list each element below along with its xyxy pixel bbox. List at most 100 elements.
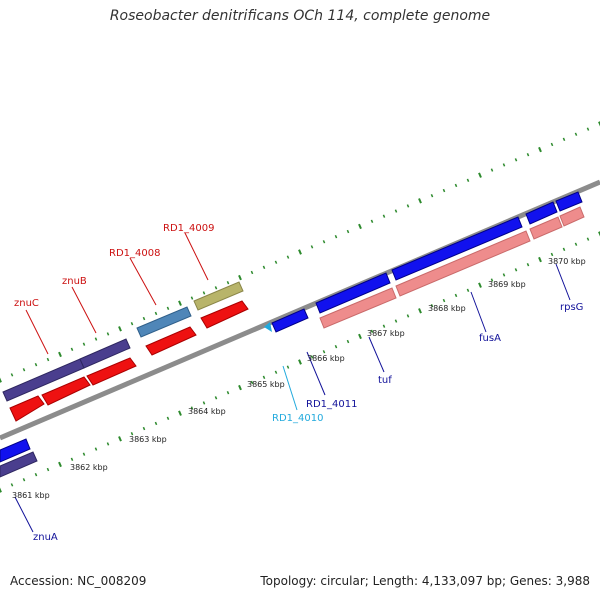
- ruler-tick-upper: [598, 121, 600, 127]
- gene-label-znuC[interactable]: znuC: [14, 298, 39, 309]
- ruler-tick-lower: [358, 333, 362, 340]
- cds-red-5[interactable]: [200, 300, 249, 329]
- cds-red-4[interactable]: [145, 326, 197, 356]
- ruler-tick-lower: [562, 247, 566, 252]
- ruler-tick-lower: [190, 406, 194, 410]
- ruler-tick-upper: [46, 357, 50, 362]
- gene-label-rd1-4011[interactable]: RD1_4011: [306, 399, 357, 410]
- cds-blue-tuf[interactable]: [315, 272, 391, 314]
- ruler-tick-upper: [34, 362, 38, 367]
- ruler-tick-upper: [322, 240, 326, 244]
- ruler-tick-lower: [22, 478, 26, 482]
- ruler-tick-lower: [238, 384, 242, 391]
- gene-label-rd1-4010[interactable]: RD1_4010: [272, 413, 323, 424]
- ruler-tick-upper: [586, 127, 590, 131]
- tick-label-3869: 3869 kbp: [488, 280, 526, 289]
- cds-red-2[interactable]: [41, 376, 91, 406]
- ruler-tick-lower: [466, 288, 470, 292]
- ruler-tick-lower: [490, 278, 494, 282]
- ruler-tick-upper: [298, 249, 302, 255]
- ruler-tick-lower: [538, 256, 542, 263]
- ruler-tick-upper: [10, 373, 14, 377]
- gene-label-fusA[interactable]: fusA: [479, 333, 501, 344]
- ruler-tick-lower: [406, 314, 410, 318]
- ruler-tick-upper: [166, 306, 170, 310]
- kbp-tick-labels: 3861 kbp 3862 kbp 3863 kbp 3864 kbp 3865…: [12, 257, 586, 500]
- tick-label-3870: 3870 kbp: [548, 257, 586, 266]
- ruler-tick-upper: [154, 311, 158, 316]
- ruler-tick-lower: [130, 432, 134, 436]
- ruler-tick-upper: [142, 316, 146, 321]
- ruler-tick-lower: [262, 375, 266, 380]
- ruler-tick-upper: [286, 255, 290, 259]
- gene-label-rpsG[interactable]: rpsG: [560, 302, 583, 313]
- ruler-tick-upper: [466, 178, 470, 182]
- ruler-tick-upper: [250, 270, 254, 275]
- cds-cyan-rd1-4010[interactable]: [264, 322, 272, 332]
- ruler-tick-upper: [526, 153, 530, 157]
- ruler-tick-lower: [442, 298, 446, 303]
- gene-label-znuA[interactable]: znuA: [33, 532, 58, 543]
- cds-red-1[interactable]: [9, 395, 45, 422]
- upper-dotted-ruler: [0, 121, 600, 383]
- gene-label-znuB[interactable]: znuB: [62, 276, 87, 287]
- ruler-tick-lower: [202, 401, 206, 405]
- salmon-block-2[interactable]: [395, 230, 531, 297]
- ruler-tick-upper: [562, 137, 566, 142]
- tick-label-3861: 3861 kbp: [12, 491, 50, 500]
- cds-blue-rpsG[interactable]: [525, 201, 558, 225]
- salmon-block-3[interactable]: [529, 216, 563, 240]
- gene-block-rd1-4009-khaki[interactable]: [193, 281, 244, 311]
- gene-label-rd1-4009[interactable]: RD1_4009: [163, 223, 214, 234]
- ruler-tick-upper: [274, 260, 278, 264]
- salmon-block-1[interactable]: [319, 287, 397, 329]
- ruler-tick-upper: [550, 142, 554, 147]
- ruler-tick-lower: [250, 380, 254, 385]
- red-cds-features: [9, 300, 249, 422]
- ruler-tick-upper: [70, 347, 74, 351]
- ruler-tick-lower: [82, 452, 86, 456]
- cds-red-3[interactable]: [86, 357, 137, 386]
- gene-block-rd1-4008-steel[interactable]: [136, 306, 192, 338]
- gene-label-rd1-4008[interactable]: RD1_4008: [109, 248, 160, 259]
- ruler-tick-upper: [262, 265, 266, 270]
- ruler-tick-lower: [598, 231, 600, 237]
- ruler-tick-lower: [526, 263, 530, 267]
- salmon-block-4[interactable]: [559, 206, 585, 227]
- ruler-tick-upper: [418, 198, 422, 204]
- ruler-tick-lower: [478, 282, 482, 288]
- ruler-tick-upper: [190, 296, 194, 300]
- accession-text: Accession: NC_008209: [10, 574, 147, 588]
- ruler-tick-upper: [406, 204, 410, 208]
- ruler-tick-upper: [538, 146, 542, 153]
- ruler-tick-lower: [142, 426, 146, 431]
- blue-cds-features: [0, 191, 583, 478]
- ruler-tick-upper: [118, 326, 122, 332]
- ruler-tick-upper: [226, 281, 230, 285]
- ruler-tick-upper: [238, 274, 242, 281]
- label-leader-lines: [14, 232, 571, 533]
- ruler-tick-upper: [370, 219, 374, 223]
- ruler-tick-upper: [346, 229, 350, 234]
- ruler-tick-upper: [82, 342, 86, 346]
- genome-stats-text: Topology: circular; Length: 4,133,097 bp…: [260, 574, 590, 588]
- cds-purple-znuA-2[interactable]: [0, 451, 38, 478]
- gene-label-tuf[interactable]: tuf: [378, 375, 392, 386]
- tick-label-3865: 3865 kbp: [247, 380, 285, 389]
- ruler-tick-upper: [214, 286, 218, 290]
- ruler-tick-lower: [322, 350, 326, 354]
- cds-blue-znuA-1[interactable]: [0, 438, 31, 463]
- tick-label-3866: 3866 kbp: [307, 354, 345, 363]
- cds-blue-rd1-4011[interactable]: [271, 308, 309, 333]
- lower-dotted-ruler: [0, 231, 600, 493]
- ruler-tick-upper: [442, 188, 446, 193]
- cds-blue-next[interactable]: [555, 191, 583, 212]
- ruler-tick-lower: [586, 237, 590, 241]
- cds-blue-fusA[interactable]: [391, 216, 523, 281]
- ruler-tick-upper: [454, 183, 458, 188]
- tick-label-3868: 3868 kbp: [428, 304, 466, 313]
- gene-block-znub-purple[interactable]: [79, 338, 131, 369]
- ruler-tick-lower: [214, 396, 218, 400]
- ruler-tick-upper: [58, 351, 62, 358]
- ruler-tick-upper: [130, 322, 134, 326]
